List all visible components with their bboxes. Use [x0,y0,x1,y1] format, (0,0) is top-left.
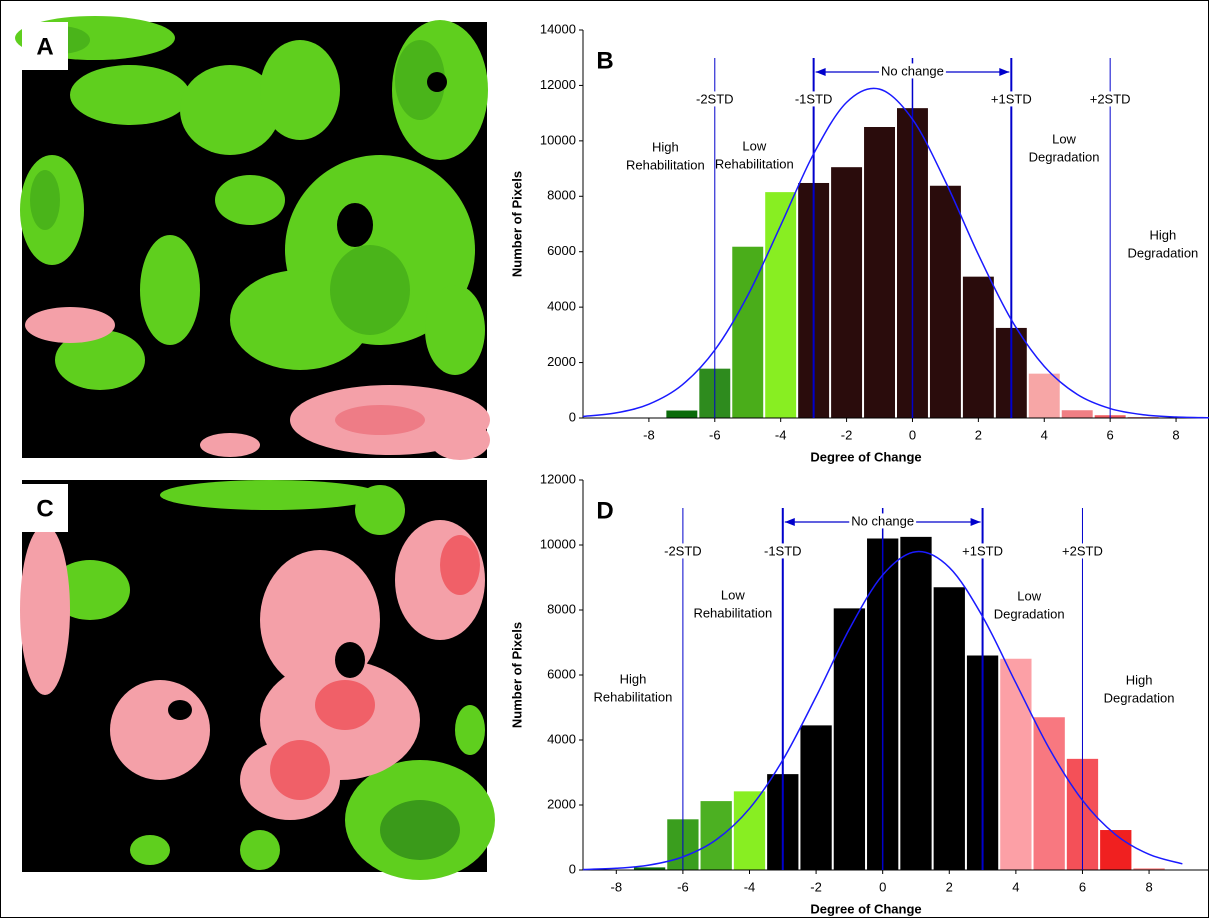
x-tick-label: 8 [1172,427,1179,442]
bar [900,537,931,870]
x-tick-label: -2 [841,427,853,442]
panel-label: D [596,497,613,524]
y-tick-label: 2000 [547,354,576,369]
bar [800,725,831,870]
annotation: Low [721,587,745,602]
y-tick-label: 6000 [547,243,576,258]
x-axis-label: Degree of Change [810,901,921,916]
bar [930,186,961,418]
y-tick-label: 4000 [547,731,576,746]
bar [934,587,965,870]
bar [701,801,732,870]
panel-label: C [36,495,53,522]
x-tick-label: 4 [1012,879,1019,894]
x-tick-label: -6 [677,879,689,894]
std-label: +1STD [962,543,1003,558]
map-a [15,16,490,460]
annotation: Rehabilitation [715,156,794,171]
x-tick-label: 6 [1079,879,1086,894]
bar [734,791,765,870]
bar [1029,374,1060,418]
annotation: Degradation [1127,245,1198,260]
figure: AC02000400060008000100001200014000-8-6-4… [0,0,1209,918]
std-label: -1STD [764,543,802,558]
bar [1100,830,1131,870]
bar [963,277,994,418]
x-axis-label: Degree of Change [810,449,921,464]
annotation: High [1126,672,1153,687]
bar [1000,659,1031,870]
std-label: -2STD [696,91,734,106]
annotation: Rehabilitation [626,157,705,172]
y-tick-label: 12000 [540,471,576,486]
map-blob [380,800,460,860]
std-label: +1STD [991,91,1032,106]
annotation: Degradation [994,606,1065,621]
annotation: Rehabilitation [594,689,673,704]
map-c [20,480,495,880]
bar [834,608,865,870]
y-tick-label: 0 [569,409,576,424]
y-tick-label: 2000 [547,796,576,811]
panel-label: A [36,33,53,60]
bracket-label: No change [851,513,914,528]
bar [831,167,862,418]
std-label: -1STD [795,91,833,106]
y-tick-label: 6000 [547,666,576,681]
x-tick-label: -8 [611,879,623,894]
x-tick-label: -4 [775,427,787,442]
annotation: Low [1017,588,1041,603]
bar [864,127,895,418]
std-label: -2STD [664,543,702,558]
bar [1062,410,1093,418]
x-tick-label: -2 [810,879,822,894]
x-tick-label: -6 [709,427,721,442]
y-tick-label: 8000 [547,188,576,203]
x-tick-label: -4 [744,879,756,894]
y-tick-label: 10000 [540,536,576,551]
annotation: High [652,139,679,154]
x-tick-label: 4 [1041,427,1048,442]
bar [1034,717,1065,870]
annotation: Degradation [1104,690,1175,705]
y-tick-label: 14000 [540,21,576,36]
x-tick-label: 2 [946,879,953,894]
y-tick-label: 12000 [540,77,576,92]
y-tick-label: 4000 [547,299,576,314]
bar [666,411,697,418]
y-axis-label: Number of Pixels [509,171,524,277]
bracket-label: No change [881,63,944,78]
x-tick-label: 8 [1145,879,1152,894]
panel-label: B [596,47,613,74]
annotation: Degradation [1029,149,1100,164]
y-tick-label: 0 [569,861,576,876]
y-tick-label: 10000 [540,132,576,147]
map-blob [335,405,425,435]
annotation: Low [1052,131,1076,146]
x-tick-label: 0 [879,879,886,894]
annotation: Rehabilitation [693,605,772,620]
x-tick-label: 2 [975,427,982,442]
x-tick-label: -8 [643,427,655,442]
annotation: Low [742,138,766,153]
std-label: +2STD [1062,543,1103,558]
y-axis-label: Number of Pixels [509,622,524,728]
annotation: High [1149,227,1176,242]
std-label: +2STD [1090,91,1131,106]
x-tick-label: 6 [1107,427,1114,442]
y-tick-label: 8000 [547,601,576,616]
annotation: High [620,671,647,686]
x-tick-label: 0 [909,427,916,442]
